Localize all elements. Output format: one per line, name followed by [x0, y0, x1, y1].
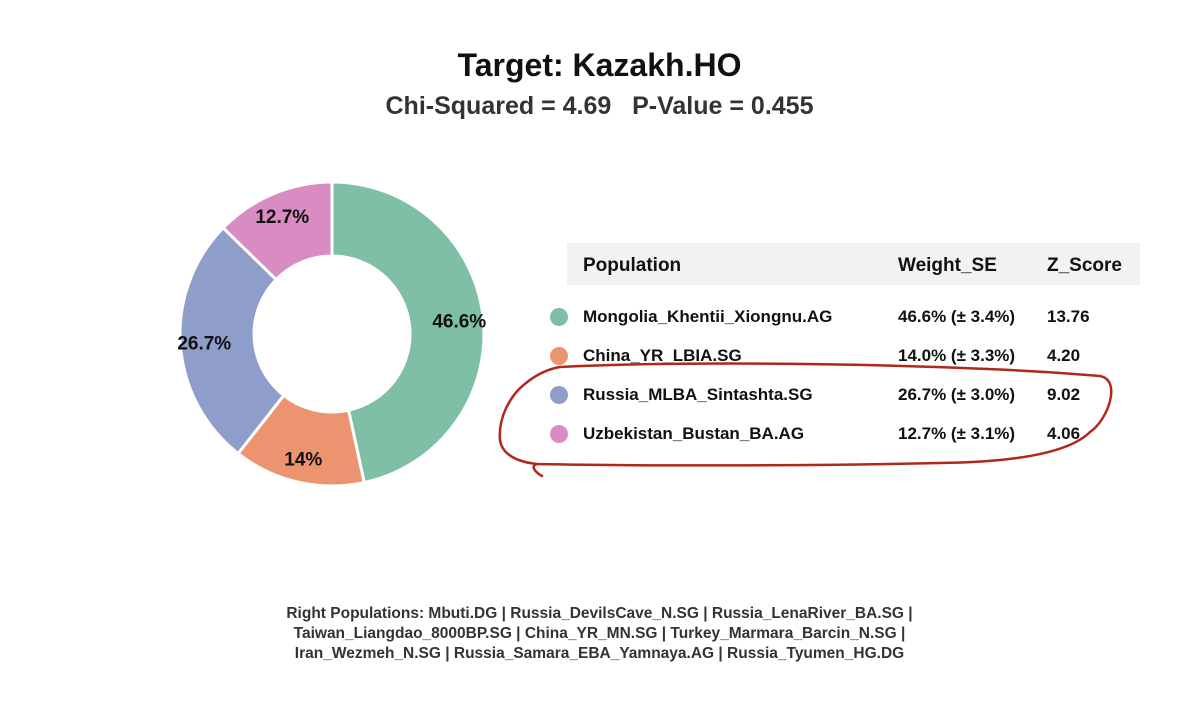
- population-cell: Russia_MLBA_Sintashta.SG: [583, 385, 813, 404]
- weight-se-cell: 12.7% (± 3.1%): [898, 424, 1016, 443]
- weight-se-cell: 26.7% (± 3.0%): [898, 385, 1016, 404]
- legend-dot: [550, 347, 568, 365]
- table-row: Russia_MLBA_Sintashta.SG 26.7% (± 3.0%) …: [547, 375, 1140, 414]
- population-cell: Uzbekistan_Bustan_BA.AG: [583, 424, 805, 443]
- population-cell: Mongolia_Khentii_Xiongnu.AG: [583, 307, 833, 326]
- donut-slice: [330, 180, 486, 485]
- legend-dot: [550, 386, 568, 404]
- right-populations-footer: Right Populations: Mbuti.DG | Russia_Dev…: [0, 604, 1199, 664]
- footer-line: Taiwan_Liangdao_8000BP.SG | China_YR_MN.…: [293, 625, 906, 642]
- z-score-cell: 13.76: [1047, 307, 1090, 326]
- table-row: China_YR_LBIA.SG 14.0% (± 3.3%) 4.20: [547, 336, 1140, 375]
- weight-se-cell: 14.0% (± 3.3%): [898, 346, 1016, 365]
- population-cell: China_YR_LBIA.SG: [583, 346, 742, 365]
- header-population: Population: [583, 255, 682, 276]
- table-row: Mongolia_Khentii_Xiongnu.AG 46.6% (± 3.4…: [547, 297, 1140, 336]
- header-z-score: Z_Score: [1047, 255, 1122, 276]
- weight-se-cell: 46.6% (± 3.4%): [898, 307, 1016, 326]
- z-score-cell: 4.06: [1047, 424, 1081, 443]
- table-header: Population Weight_SE Z_Score: [567, 243, 1140, 285]
- header-weight-se: Weight_SE: [898, 255, 997, 276]
- z-score-cell: 9.02: [1047, 385, 1081, 404]
- legend-dot: [550, 425, 568, 443]
- footer-line: Right Populations: Mbuti.DG | Russia_Dev…: [286, 605, 913, 622]
- donut-slice: [178, 225, 286, 456]
- legend-dot: [550, 308, 568, 326]
- slice-data-label: 46.6%: [432, 311, 486, 332]
- donut-slice: [221, 180, 334, 282]
- slice-data-label: 26.7%: [177, 333, 231, 354]
- footer-line: Iran_Wezmeh_N.SG | Russia_Samara_EBA_Yam…: [294, 645, 905, 662]
- z-score-cell: 4.20: [1047, 346, 1081, 365]
- chart-title: Target: Kazakh.HO: [457, 47, 742, 83]
- slice-data-label: 12.7%: [255, 207, 309, 228]
- table-row: Uzbekistan_Bustan_BA.AG 12.7% (± 3.1%) 4…: [547, 414, 1140, 453]
- results-table: Population Weight_SE Z_Score Mongolia_Kh…: [547, 243, 1140, 453]
- chart-subtitle: Chi-Squared = 4.69 P-Value = 0.455: [385, 92, 814, 120]
- slice-data-label: 14%: [284, 450, 322, 471]
- donut-chart: 46.6% 14% 26.7% 12.7%: [177, 180, 486, 488]
